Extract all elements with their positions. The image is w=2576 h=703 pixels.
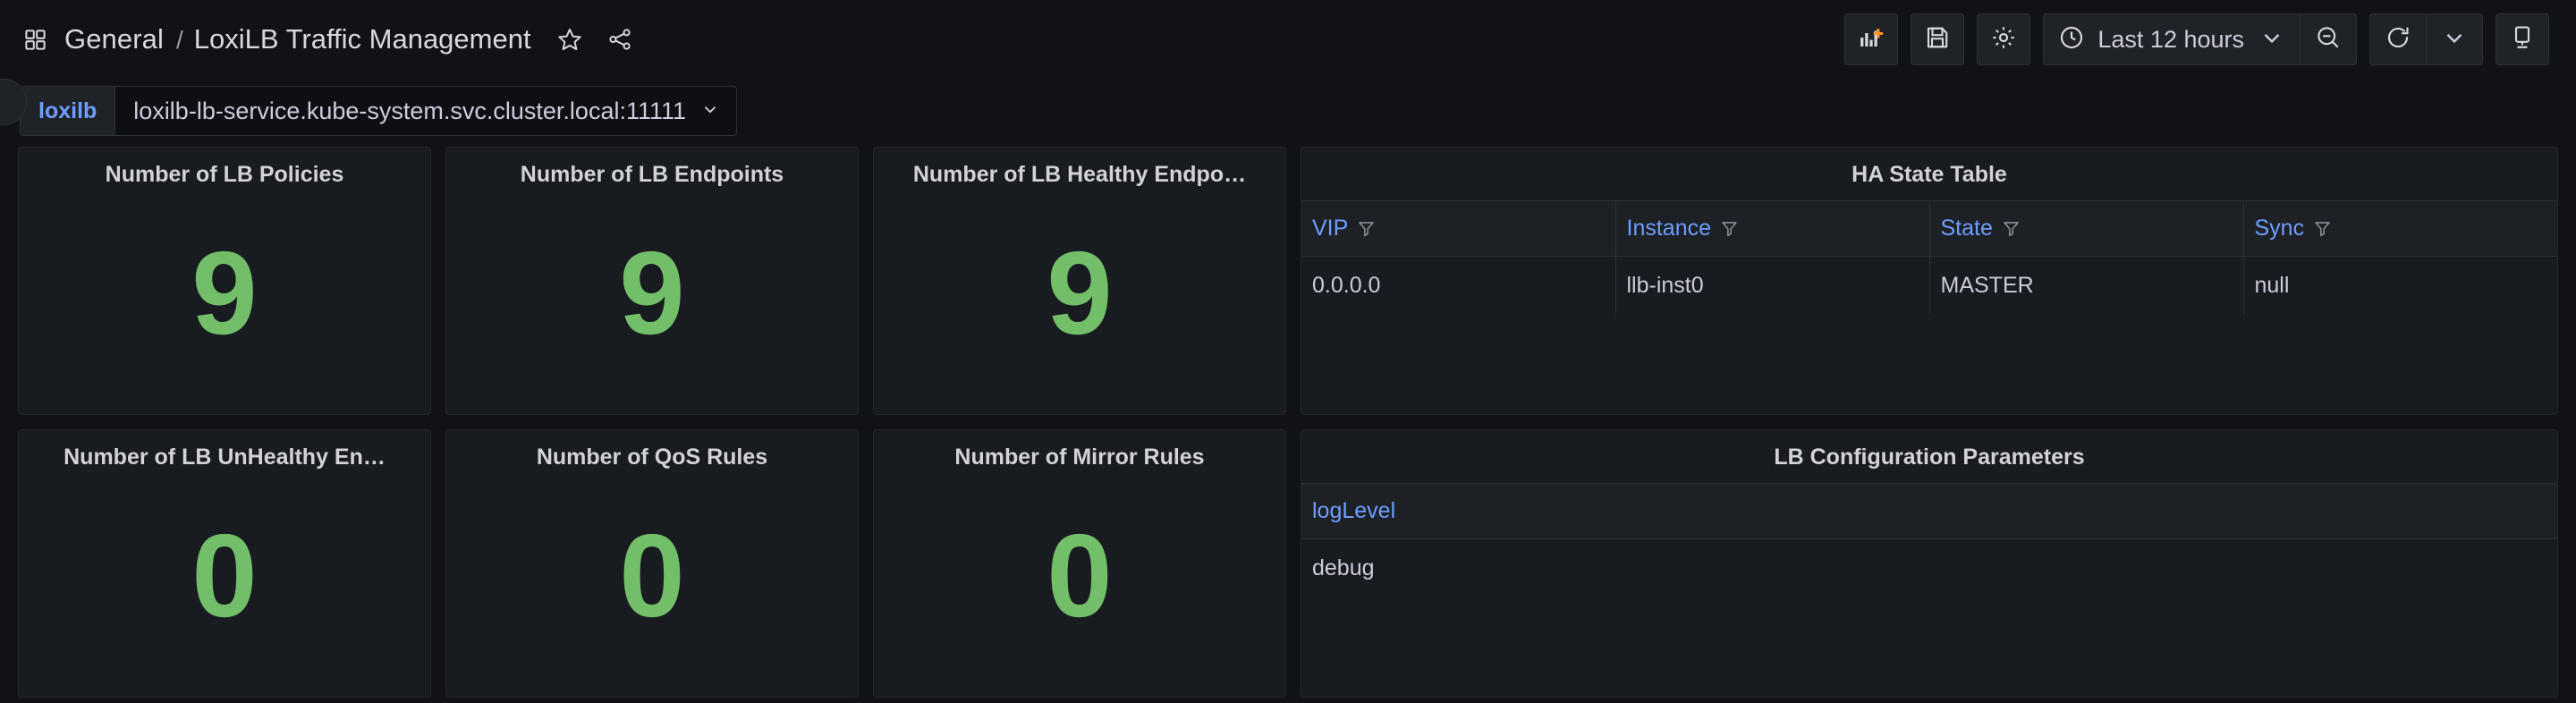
share-nodes-icon[interactable] xyxy=(606,26,633,53)
stat-panels-column: Number of LB Policies 9 Number of LB End… xyxy=(18,147,1286,698)
dashboard-submenu: loxilb loxilb-lb-service.kube-system.svc… xyxy=(0,79,2576,143)
refresh-icon xyxy=(2385,24,2411,55)
column-label: Sync xyxy=(2254,216,2305,241)
panel-title: HA State Table xyxy=(1852,162,2007,187)
filter-icon[interactable] xyxy=(1720,219,1739,238)
filter-icon[interactable] xyxy=(1357,219,1376,238)
chevron-down-icon xyxy=(2258,24,2285,55)
panel-title: Number of LB Healthy Endpo… xyxy=(912,162,1247,187)
panel-lb-unhealthy-endpoints[interactable]: Number of LB UnHealthy En… 0 xyxy=(18,429,431,698)
breadcrumb: General / LoxiLB Traffic Management xyxy=(64,23,531,55)
column-header-state[interactable]: State xyxy=(1929,200,2244,257)
panel-title: Number of LB UnHealthy En… xyxy=(64,445,386,470)
table-body: 0.0.0.0 llb-inst0 MASTER null xyxy=(1301,256,2557,315)
time-controls-group: Last 12 hours xyxy=(2043,13,2357,65)
panel-title: Number of LB Policies xyxy=(105,162,344,187)
cell-sync: null xyxy=(2254,273,2290,298)
save-icon xyxy=(1924,24,1951,55)
variable-select[interactable]: loxilb-lb-service.kube-system.svc.cluste… xyxy=(114,86,738,136)
stat-value: 0 xyxy=(619,509,685,641)
save-dashboard-button[interactable] xyxy=(1911,13,1965,65)
refresh-interval-dropdown[interactable] xyxy=(2426,14,2482,64)
chevron-down-icon xyxy=(2441,24,2468,55)
add-panel-icon xyxy=(1858,24,1885,55)
cell-state: MASTER xyxy=(1929,256,2244,315)
stat-value: 9 xyxy=(191,226,258,359)
kiosk-mode-button[interactable] xyxy=(2496,13,2549,65)
stat-row-2: Number of LB UnHealthy En… 0 Number of Q… xyxy=(18,429,1286,698)
panel-lb-endpoints[interactable]: Number of LB Endpoints 9 xyxy=(445,147,859,415)
column-header-instance[interactable]: Instance xyxy=(1615,200,1930,257)
cell-loglevel-value: debug xyxy=(1312,555,1375,580)
breadcrumb-folder[interactable]: General xyxy=(64,23,164,55)
panel-title: Number of QoS Rules xyxy=(536,445,768,470)
gear-icon xyxy=(1990,24,2017,55)
panel-mirror-rules[interactable]: Number of Mirror Rules 0 xyxy=(873,429,1286,698)
stat-value: 9 xyxy=(1046,226,1113,359)
panel-qos-rules[interactable]: Number of QoS Rules 0 xyxy=(445,429,859,698)
column-header-loglevel[interactable]: logLevel xyxy=(1301,483,2557,539)
table-header: VIP Instance xyxy=(1301,200,2557,257)
breadcrumb-separator: / xyxy=(176,26,183,54)
chevron-down-icon xyxy=(700,97,720,125)
panel-lb-policies[interactable]: Number of LB Policies 9 xyxy=(18,147,431,415)
panel-title: Number of LB Endpoints xyxy=(520,162,784,187)
variable-label: loxilb xyxy=(20,86,115,136)
table-row[interactable]: 0.0.0.0 llb-inst0 MASTER null xyxy=(1301,256,2557,315)
time-range-label: Last 12 hours xyxy=(2097,25,2244,53)
cell-instance: llb-inst0 xyxy=(1615,256,1930,315)
panel-ha-state-table[interactable]: HA State Table VIP xyxy=(1301,147,2558,415)
stat-value: 0 xyxy=(1046,509,1113,641)
ha-state-table: VIP Instance xyxy=(1301,200,2557,315)
navbar-left: General / LoxiLB Traffic Management xyxy=(20,23,1844,55)
add-panel-button[interactable] xyxy=(1844,13,1899,65)
tv-kiosk-icon xyxy=(2509,24,2536,55)
clock-icon xyxy=(2058,24,2085,55)
time-range-picker[interactable]: Last 12 hours xyxy=(2044,14,2300,64)
tables-column: HA State Table VIP xyxy=(1301,147,2558,698)
zoom-out-time-button[interactable] xyxy=(2300,14,2356,64)
stat-row-1: Number of LB Policies 9 Number of LB End… xyxy=(18,147,1286,415)
star-icon[interactable] xyxy=(556,26,583,53)
column-header-vip[interactable]: VIP xyxy=(1301,200,1616,257)
zoom-out-icon xyxy=(2315,24,2342,55)
dashboard-settings-button[interactable] xyxy=(1977,13,2031,65)
panel-lb-configuration-parameters[interactable]: LB Configuration Parameters logLevel deb… xyxy=(1301,429,2558,698)
dashboard-grid: Number of LB Policies 9 Number of LB End… xyxy=(0,143,2576,698)
filter-icon[interactable] xyxy=(2313,219,2332,238)
stat-value: 9 xyxy=(619,226,685,359)
page-title[interactable]: LoxiLB Traffic Management xyxy=(193,23,531,55)
cell-vip: 0.0.0.0 xyxy=(1301,256,1616,315)
template-variable-loxilb: loxilb loxilb-lb-service.kube-system.svc… xyxy=(20,86,738,136)
panel-title: Number of Mirror Rules xyxy=(954,445,1205,470)
refresh-controls-group xyxy=(2369,13,2483,65)
column-label: State xyxy=(1940,216,1993,241)
grid-apps-icon[interactable] xyxy=(20,24,50,55)
variable-selected-value: loxilb-lb-service.kube-system.svc.cluste… xyxy=(133,97,687,124)
column-header-sync[interactable]: Sync xyxy=(2243,200,2557,257)
panel-lb-healthy-endpoints[interactable]: Number of LB Healthy Endpo… 9 xyxy=(873,147,1286,415)
panel-title: LB Configuration Parameters xyxy=(1774,445,2085,470)
column-label: Instance xyxy=(1626,216,1712,241)
title-actions xyxy=(556,26,633,53)
navbar-right: Last 12 hours xyxy=(1844,13,2549,65)
column-label: VIP xyxy=(1312,216,1349,241)
top-navbar: General / LoxiLB Traffic Management xyxy=(0,0,2576,125)
refresh-dashboard-button[interactable] xyxy=(2370,14,2426,64)
table-header-row: VIP Instance xyxy=(1301,200,2557,257)
filter-icon[interactable] xyxy=(2002,219,2021,238)
stat-value: 0 xyxy=(191,509,258,641)
